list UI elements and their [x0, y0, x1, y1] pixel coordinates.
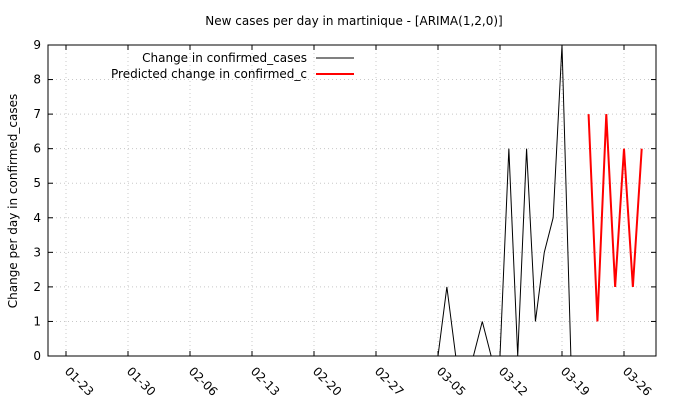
x-tick-label: 03-05 [434, 364, 469, 399]
legend-label-observed: Change in confirmed_cases [142, 51, 307, 65]
x-tick-label: 01-23 [62, 364, 97, 399]
y-axis: 0 1 2 3 4 5 6 7 8 9 [33, 38, 656, 363]
plot-frame [47, 44, 657, 357]
y-tick-label: 7 [33, 107, 41, 121]
x-tick-label: 02-27 [372, 364, 407, 399]
x-tick-label: 02-13 [248, 364, 283, 399]
y-axis-label: Change per day in confirmed_cases [6, 94, 20, 309]
y-tick-label: 4 [33, 211, 41, 225]
series-line-observed [66, 44, 572, 357]
x-tick-label: 03-19 [558, 364, 593, 399]
y-tick-label: 9 [33, 38, 41, 52]
grid [48, 45, 656, 356]
series-layer [66, 44, 643, 357]
y-tick-label: 3 [33, 245, 41, 259]
y-tick-label: 8 [33, 73, 41, 87]
chart-title: New cases per day in martinique - [ARIMA… [205, 14, 502, 28]
x-tick-label: 02-06 [186, 364, 221, 399]
x-axis: 01-23 01-30 02-06 02-13 02-20 02-27 03-05 03-12… [62, 45, 655, 399]
x-tick-label: 02-20 [310, 364, 345, 399]
x-tick-label: 03-26 [620, 364, 655, 399]
legend: Change in confirmed_cases Predicted chan… [111, 51, 354, 81]
y-tick-label: 6 [33, 142, 41, 156]
series-line-predicted [587, 114, 643, 322]
x-tick-label: 01-30 [124, 364, 159, 399]
y-tick-label: 0 [33, 349, 41, 363]
y-tick-label: 2 [33, 280, 41, 294]
x-tick-label: 03-12 [496, 364, 531, 399]
y-tick-label: 5 [33, 176, 41, 190]
legend-label-predicted: Predicted change in confirmed_c [111, 67, 307, 81]
y-tick-label: 1 [33, 314, 41, 328]
